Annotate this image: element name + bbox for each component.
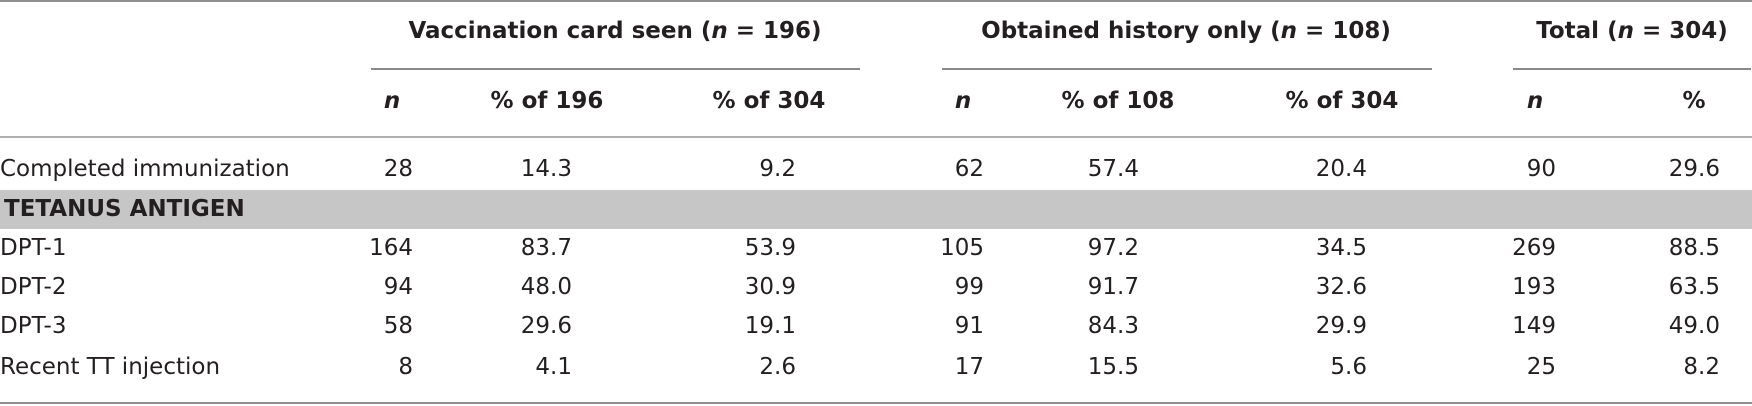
cell: 49.0 [1668,313,1720,339]
header-rule [0,136,1752,138]
cell: 88.5 [1668,235,1720,261]
row-label: DPT-2 [0,274,67,300]
subheader-card-pct196: % of 196 [490,88,604,114]
top-rule [0,0,1752,2]
cell: 99 [954,274,984,300]
cell: 193 [1512,274,1556,300]
group-header-card: Vaccination card seen (n = 196) [408,18,822,44]
group-header-total: Total (n = 304) [1536,18,1728,44]
cell: 29.9 [1315,313,1367,339]
subheader-history-pct108: % of 108 [1061,88,1175,114]
cell: 53.9 [744,235,796,261]
cell: 32.6 [1315,274,1367,300]
row-label: Completed immunization [0,156,290,182]
cell: 30.9 [744,274,796,300]
cell: 14.3 [520,156,572,182]
cell: 149 [1512,313,1556,339]
group-rule-total [1513,68,1751,70]
cell: 25 [1526,354,1556,380]
cell: 58 [383,313,413,339]
cell: 34.5 [1315,235,1367,261]
cell: 97.2 [1087,235,1139,261]
cell: 94 [383,274,413,300]
row-label: DPT-3 [0,313,67,339]
cell: 269 [1512,235,1556,261]
cell: 5.6 [1330,354,1367,380]
subheader-card-pct304: % of 304 [712,88,826,114]
cell: 63.5 [1668,274,1720,300]
cell: 84.3 [1087,313,1139,339]
cell: 8 [398,354,413,380]
cell: 29.6 [520,313,572,339]
bottom-rule [0,402,1752,404]
cell: 20.4 [1315,156,1367,182]
section-label: TETANUS ANTIGEN [4,196,245,222]
cell: 83.7 [520,235,572,261]
cell: 164 [369,235,413,261]
group-header-history: Obtained history only (n = 108) [981,18,1391,44]
cell: 19.1 [744,313,796,339]
group-rule-history [942,68,1432,70]
subheader-total-pct: % [1682,88,1706,114]
cell: 2.6 [759,354,796,380]
cell: 17 [954,354,984,380]
cell: 90 [1526,156,1556,182]
subheader-card-n: n [383,88,401,114]
cell: 62 [954,156,984,182]
cell: 28 [383,156,413,182]
cell: 91.7 [1087,274,1139,300]
cell: 4.1 [535,354,572,380]
row-label: Recent TT injection [0,354,221,380]
cell: 8.2 [1683,354,1720,380]
cell: 48.0 [520,274,572,300]
cell: 91 [954,313,984,339]
section-band [0,190,1752,229]
row-label: DPT-1 [0,235,67,261]
group-rule-card [371,68,860,70]
subheader-total-n: n [1526,88,1544,114]
cell: 29.6 [1668,156,1720,182]
subheader-history-n: n [954,88,972,114]
subheader-history-pct304: % of 304 [1285,88,1399,114]
cell: 57.4 [1087,156,1139,182]
cell: 105 [940,235,984,261]
cell: 9.2 [759,156,796,182]
cell: 15.5 [1087,354,1139,380]
